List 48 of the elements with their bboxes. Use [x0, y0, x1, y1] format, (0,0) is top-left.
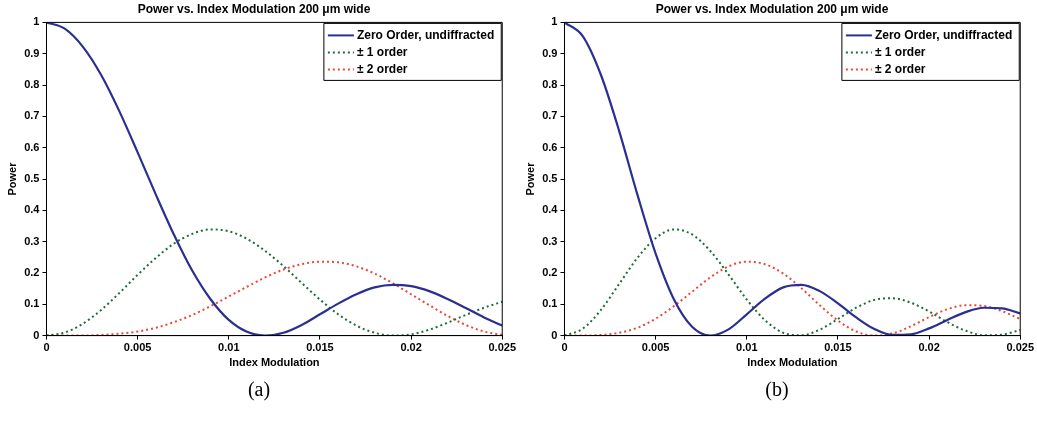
y-tick-label: 0.8 [24, 78, 40, 91]
x-tick-label: 0.025 [1006, 341, 1034, 354]
legend-label: ± 2 order [874, 61, 926, 76]
y-tick-label: 0.9 [542, 46, 558, 59]
y-tick-label: 0.7 [24, 109, 40, 122]
legend-label: ± 1 order [356, 44, 408, 59]
y-tick-label: 1 [551, 15, 558, 28]
y-tick-label: 0.4 [24, 203, 41, 216]
y-tick-label: 0.2 [24, 265, 40, 278]
chart-title: Power vs. Index Modulation 200 μm wide [137, 1, 371, 16]
x-tick-label: 0.02 [400, 341, 422, 354]
text: (a) [246, 378, 272, 401]
x-tick-label: 0.015 [306, 341, 334, 354]
x-tick-label: 0 [43, 341, 50, 354]
y-axis-title: Power [5, 161, 18, 196]
y-tick-label: 0.1 [542, 297, 558, 310]
y-tick-label: 0 [551, 328, 558, 341]
x-axis-title: Index Modulation [747, 356, 838, 369]
y-tick-label: 1 [33, 15, 40, 28]
y-tick-label: 0.1 [24, 297, 40, 310]
x-tick-label: 0 [561, 341, 568, 354]
y-tick-label: 0.8 [542, 78, 558, 91]
y-tick-label: 0.4 [542, 203, 559, 216]
legend-label: ± 1 order [874, 44, 926, 59]
text: (b) [764, 378, 790, 401]
x-tick-label: 0.01 [736, 341, 758, 354]
x-tick-label: 0.025 [488, 341, 516, 354]
legend-label: Zero Order, undiffracted [356, 27, 495, 42]
y-tick-label: 0.2 [542, 265, 558, 278]
y-tick-label: 0.3 [542, 234, 558, 247]
y-tick-label: 0.6 [24, 140, 40, 153]
x-tick-label: 0.005 [641, 341, 670, 354]
y-axis-title: Power [523, 161, 536, 196]
x-axis-title: Index Modulation [229, 356, 320, 369]
y-tick-label: 0 [33, 328, 40, 341]
y-tick-label: 0.5 [542, 172, 558, 185]
legend-label: Zero Order, undiffracted [874, 27, 1013, 42]
y-tick-label: 0.6 [542, 140, 558, 153]
y-tick-label: 0.5 [24, 172, 40, 185]
y-tick-label: 0.3 [24, 234, 40, 247]
x-tick-label: 0.015 [824, 341, 852, 354]
chart-title: Power vs. Index Modulation 200 μm wide [655, 1, 889, 16]
x-tick-label: 0.02 [918, 341, 940, 354]
x-tick-label: 0.01 [218, 341, 240, 354]
y-tick-label: 0.7 [542, 109, 558, 122]
y-tick-label: 0.9 [24, 46, 40, 59]
legend-label: ± 2 order [356, 61, 408, 76]
x-tick-label: 0.005 [123, 341, 152, 354]
